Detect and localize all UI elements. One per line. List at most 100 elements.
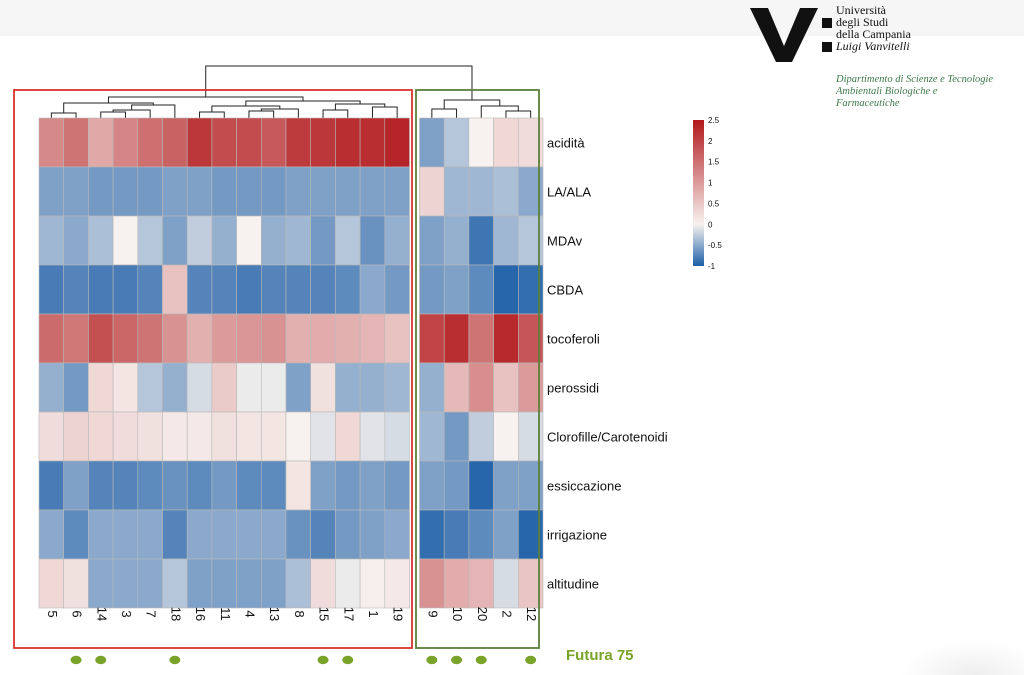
heatmap-cell bbox=[443, 313, 470, 364]
heatmap-cell bbox=[186, 215, 213, 266]
heatmap-cell bbox=[88, 117, 114, 168]
heatmap-cell bbox=[162, 460, 188, 511]
column-label: 18 bbox=[168, 607, 183, 621]
heatmap-cell bbox=[63, 460, 89, 511]
heatmap-cell bbox=[137, 460, 163, 511]
heatmap-cell bbox=[419, 411, 445, 462]
heatmap-cell bbox=[162, 362, 188, 413]
color-scale-tick: 0 bbox=[708, 220, 713, 229]
heatmap-cell bbox=[137, 509, 163, 560]
heatmap-cell bbox=[285, 264, 312, 315]
column-label: 10 bbox=[450, 607, 465, 621]
heatmap-cell bbox=[186, 558, 213, 609]
dendrogram-branch bbox=[100, 111, 126, 118]
heatmap-cell bbox=[88, 166, 114, 217]
heatmap-cell bbox=[384, 460, 410, 511]
dendrogram-branch bbox=[505, 110, 532, 118]
column-label: 8 bbox=[292, 610, 307, 617]
heatmap-cell bbox=[419, 264, 445, 315]
heatmap-cell bbox=[236, 117, 262, 168]
column-label: 17 bbox=[341, 607, 356, 621]
heatmap-cell bbox=[493, 166, 519, 217]
heatmap-cell bbox=[285, 411, 312, 462]
color-scale-tick: -1 bbox=[708, 262, 716, 271]
heatmap-cell bbox=[359, 166, 386, 217]
heatmap-cell bbox=[310, 117, 336, 168]
heatmap-cell bbox=[211, 558, 237, 609]
heatmap-cell bbox=[63, 558, 89, 609]
dendrogram-branch bbox=[248, 110, 275, 118]
heatmap-cell bbox=[310, 558, 336, 609]
group-label-futura: Futura 75 bbox=[566, 647, 634, 664]
dendrogram-branch bbox=[199, 111, 225, 118]
heatmap-cell bbox=[335, 362, 361, 413]
heatmap-cell bbox=[310, 460, 336, 511]
group-outline-left bbox=[13, 89, 413, 649]
heatmap-cell bbox=[493, 460, 519, 511]
heatmap-cell bbox=[468, 117, 494, 168]
highlight-dot bbox=[317, 655, 329, 665]
heatmap-cell bbox=[419, 166, 445, 217]
dendrogram-branch bbox=[322, 109, 349, 118]
highlight-dot bbox=[342, 655, 354, 665]
row-label: MDAv bbox=[547, 234, 583, 249]
heatmap-cell bbox=[137, 411, 163, 462]
heatmap-cell bbox=[285, 117, 312, 168]
heatmap-cell bbox=[186, 460, 213, 511]
column-label: 16 bbox=[193, 607, 208, 621]
dendrogram-branch bbox=[107, 96, 304, 103]
heatmap-cell bbox=[443, 411, 470, 462]
heatmap-cell bbox=[384, 558, 410, 609]
heatmap-cell bbox=[186, 264, 213, 315]
group-outline-right bbox=[415, 89, 540, 649]
column-label: 20 bbox=[475, 607, 490, 621]
heatmap-cell bbox=[335, 117, 361, 168]
heatmap-cell bbox=[493, 264, 519, 315]
highlight-dot bbox=[70, 655, 82, 665]
dendrogram-branch bbox=[443, 99, 501, 109]
heatmap-cell bbox=[335, 313, 361, 364]
heatmap-cell bbox=[310, 264, 336, 315]
heatmap-cell bbox=[359, 411, 386, 462]
heatmap-cell bbox=[137, 215, 163, 266]
heatmap-cell bbox=[63, 215, 89, 266]
heatmap-cell bbox=[384, 166, 410, 217]
heatmap-cell bbox=[112, 117, 139, 168]
vanvitelli-logo-mark bbox=[750, 8, 832, 62]
heatmap-cell bbox=[493, 509, 519, 560]
heatmap-cell bbox=[384, 313, 410, 364]
heatmap-cell bbox=[186, 362, 213, 413]
heatmap-cell bbox=[310, 411, 336, 462]
heatmap-cell bbox=[88, 558, 114, 609]
heatmap-cell bbox=[468, 362, 494, 413]
heatmap-cell bbox=[468, 411, 494, 462]
column-label: 19 bbox=[391, 607, 406, 621]
heatmap-cell bbox=[211, 509, 237, 560]
heatmap-cell bbox=[162, 558, 188, 609]
heatmap-cell bbox=[162, 411, 188, 462]
heatmap-cell bbox=[443, 117, 470, 168]
column-label: 14 bbox=[94, 607, 109, 621]
department-name: Dipartimento di Scienze e Tecnologie Amb… bbox=[836, 74, 993, 110]
heatmap-cell bbox=[285, 313, 312, 364]
heatmap-cell bbox=[186, 166, 213, 217]
heatmap-cell bbox=[285, 460, 312, 511]
heatmap-cell bbox=[260, 362, 287, 413]
highlight-dot bbox=[95, 655, 107, 665]
heatmap-cell bbox=[384, 362, 410, 413]
heatmap-cell bbox=[211, 215, 237, 266]
heatmap-cell bbox=[63, 509, 89, 560]
column-label: 11 bbox=[218, 607, 233, 621]
heatmap-cell bbox=[359, 509, 386, 560]
heatmap-cell bbox=[38, 117, 65, 168]
row-label: Clorofille/Carotenoidi bbox=[547, 430, 668, 445]
university-line: della Campania bbox=[836, 27, 911, 41]
heatmap-cell bbox=[260, 509, 287, 560]
heatmap-cell bbox=[419, 460, 445, 511]
heatmap-cell bbox=[419, 313, 445, 364]
heatmap-cell bbox=[310, 215, 336, 266]
university-line: Luigi Vanvitelli bbox=[836, 39, 910, 53]
heatmap-cell bbox=[186, 117, 213, 168]
highlight-dot bbox=[475, 655, 487, 665]
heatmap-cell bbox=[419, 509, 445, 560]
